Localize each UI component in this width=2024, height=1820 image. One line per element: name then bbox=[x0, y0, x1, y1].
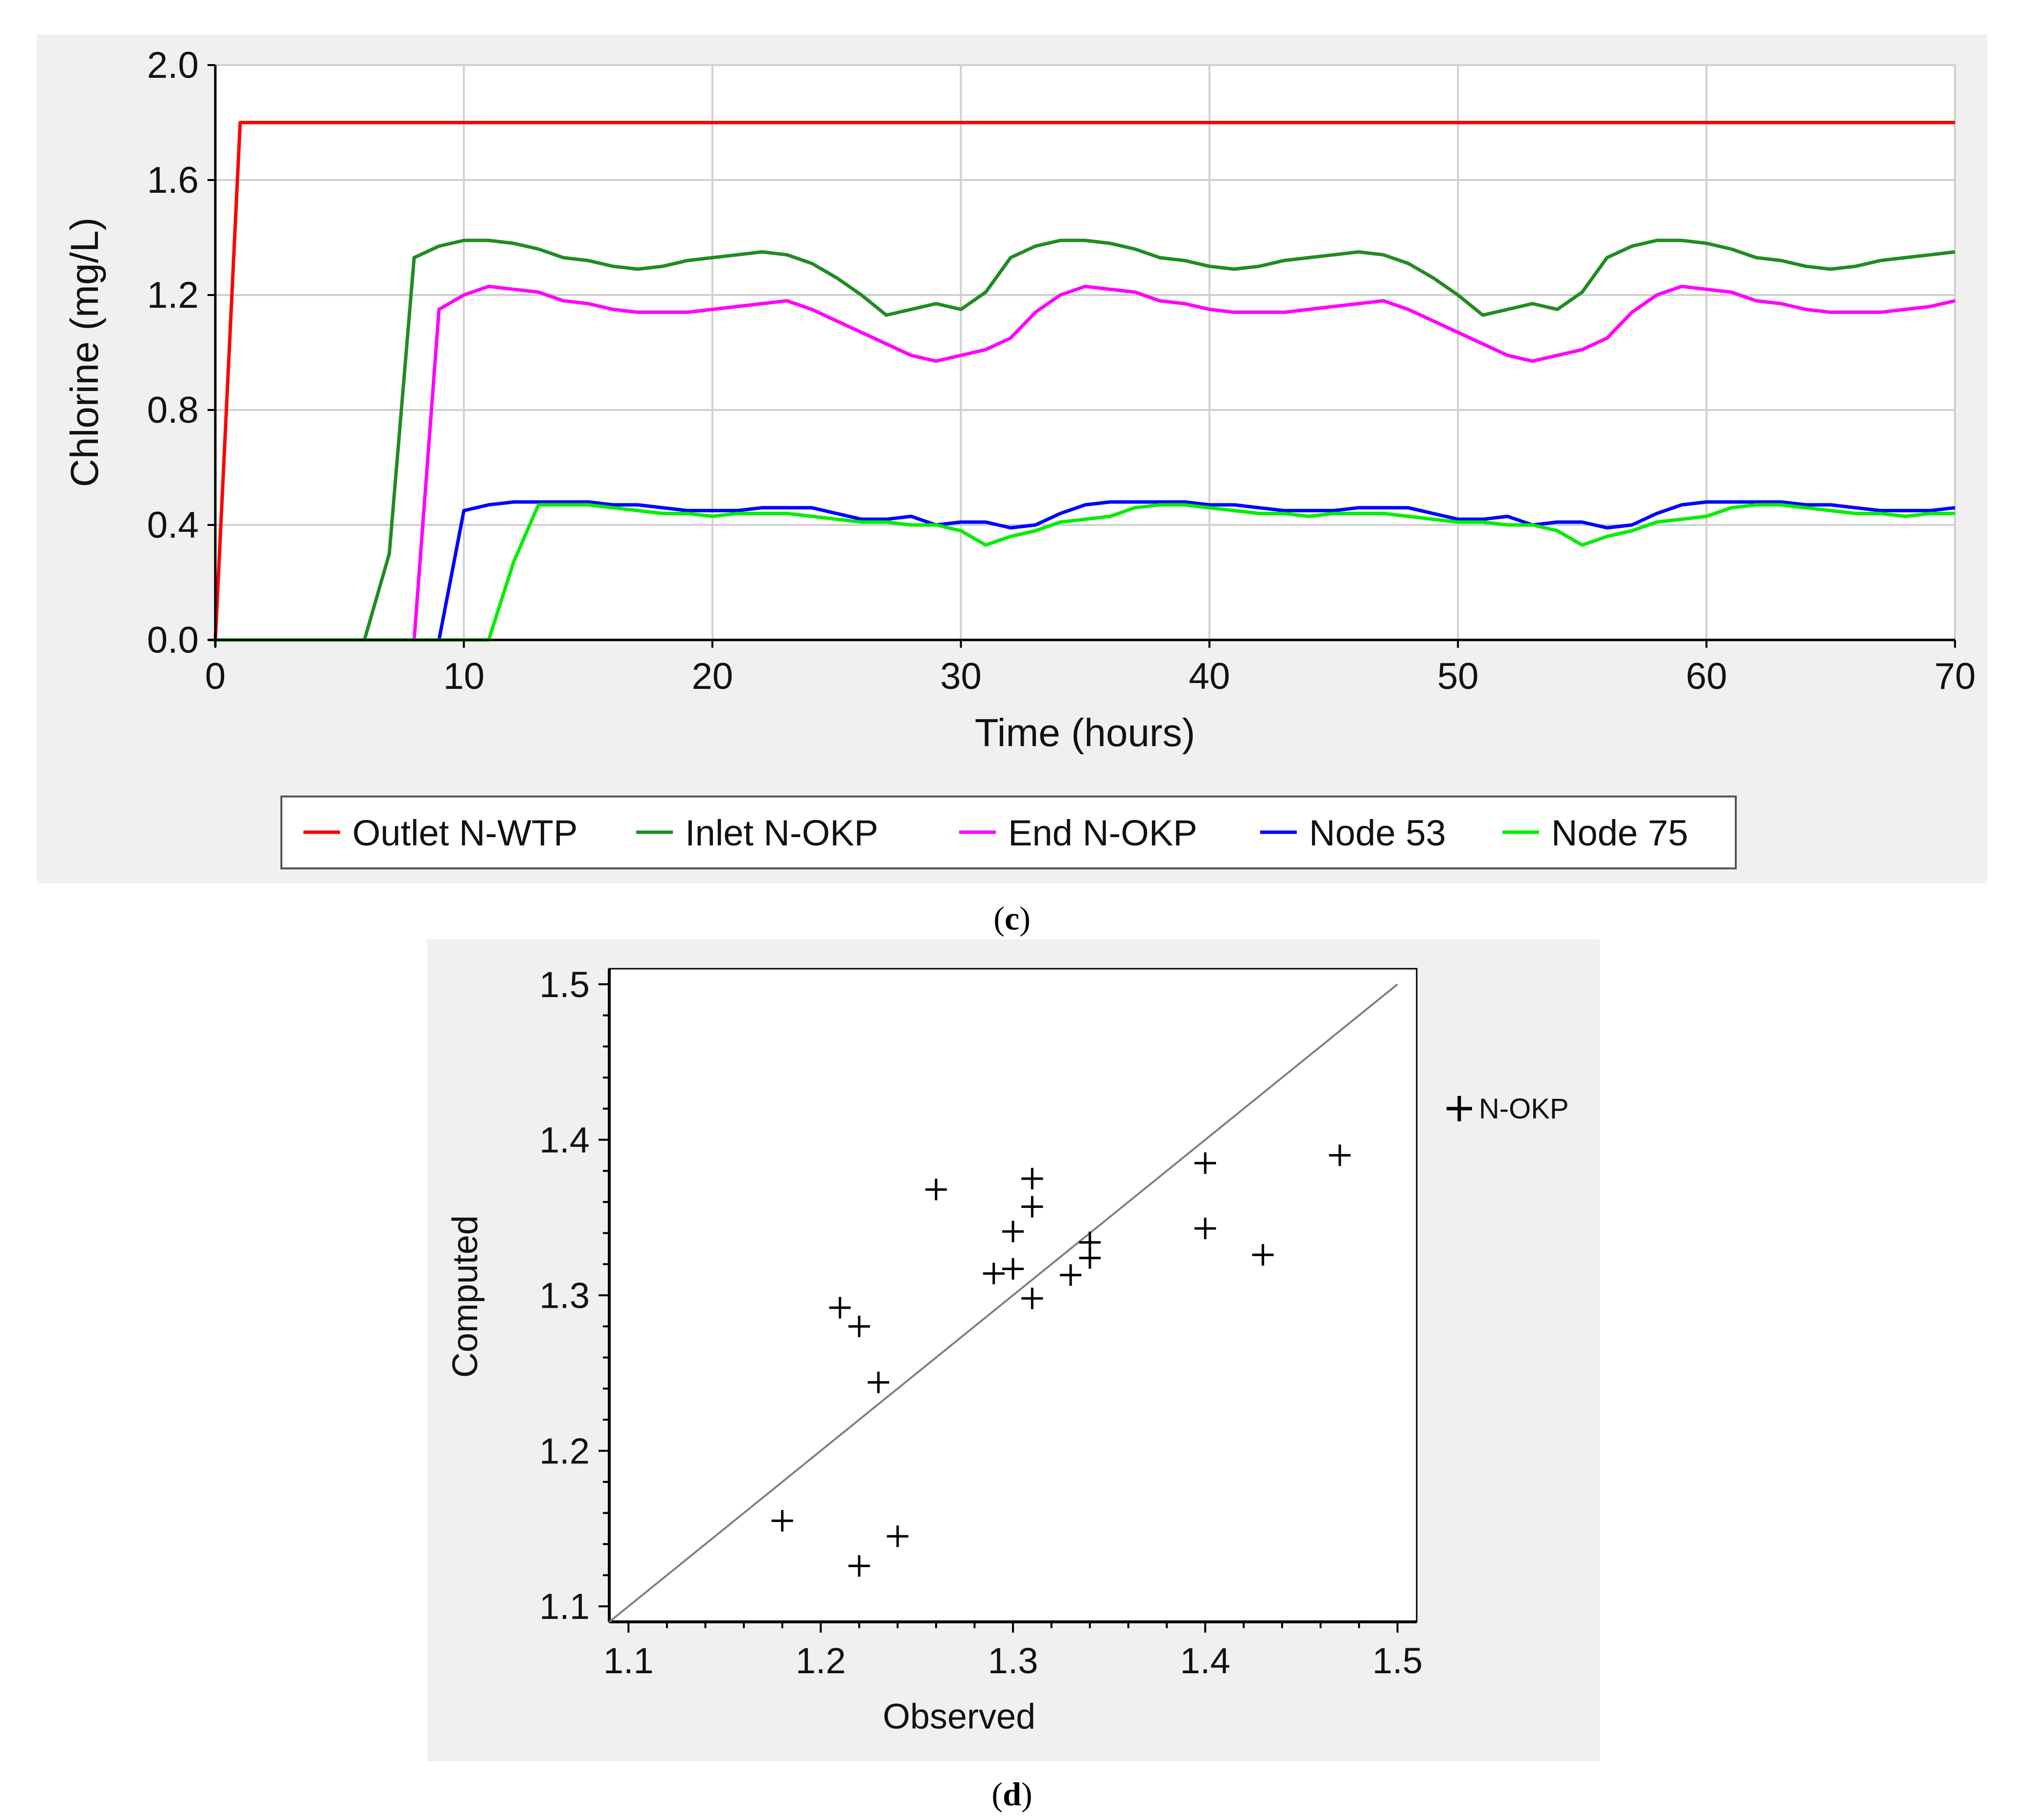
panel-d-scatter-point bbox=[1329, 1144, 1351, 1166]
panel-d-x-tick-label: 1.5 bbox=[1372, 1640, 1423, 1681]
panel-c-legend-box bbox=[280, 796, 1737, 869]
panel-d-x-tick-label: 1.4 bbox=[1180, 1640, 1230, 1681]
panel-c-axes bbox=[207, 64, 1956, 648]
panel-d-scatter-point bbox=[1252, 1244, 1274, 1266]
panel-c-x-tick-label: 60 bbox=[1686, 656, 1727, 697]
panel-c-legend-label: Inlet N-OKP bbox=[685, 813, 878, 853]
panel-d-scatter-point bbox=[848, 1555, 870, 1577]
panel-c-gridlines bbox=[215, 64, 1956, 640]
panel-d-y-tick-label: 1.2 bbox=[539, 1431, 590, 1471]
panel-c-legend-label: Node 53 bbox=[1309, 813, 1446, 853]
panel-d-scatter-point bbox=[1021, 1196, 1043, 1218]
panel-d-x-axis-label: Observed bbox=[883, 1697, 1035, 1736]
panel-d-y-tick-label: 1.1 bbox=[539, 1586, 590, 1627]
panel-d-legend-label: N-OKP bbox=[1479, 1093, 1569, 1125]
panel-c-y-tick-label: 0.0 bbox=[147, 619, 199, 661]
panel-d-scatter-point bbox=[1194, 1152, 1216, 1174]
panel-c-x-tick-label: 0 bbox=[205, 656, 226, 697]
panel-c-x-tick-label: 50 bbox=[1437, 656, 1479, 697]
panel-c-plot-area bbox=[215, 65, 1955, 640]
panel-c-series-lines bbox=[213, 121, 1955, 642]
panel-c-series-line-1 bbox=[215, 238, 1955, 642]
panel-d-scatter-point bbox=[983, 1263, 1005, 1284]
panel-c-y-tick-label: 1.2 bbox=[147, 274, 199, 316]
panel-d-scatter-point bbox=[771, 1510, 793, 1532]
panel-c-caption-letter: c bbox=[1005, 900, 1019, 937]
panel-c-legend: Outlet N-WTP Inlet N-OKP End N-OKP Node 53 N… bbox=[280, 796, 1737, 869]
panel-c-x-tick-label: 40 bbox=[1189, 656, 1230, 697]
panel-d-x-tick-label: 1.2 bbox=[796, 1640, 846, 1681]
panel-d-scatter-point bbox=[1002, 1221, 1024, 1243]
panel-d-scatter-points bbox=[771, 1144, 1351, 1577]
panel-c-x-axis-label: Time (hours) bbox=[975, 711, 1195, 754]
panel-c-tick-labels: 0 10 20 30 40 50 60 70 0.0 0.4 0.8 1.2 1.6 2.0 bbox=[147, 45, 1976, 697]
panel-d-caption-letter: d bbox=[1003, 1775, 1021, 1813]
panel-d-x-tick-label: 1.1 bbox=[603, 1640, 654, 1681]
panel-c-y-tick-label: 0.8 bbox=[147, 389, 199, 431]
panel-c-caption-close: ) bbox=[1019, 900, 1031, 937]
panel-d-scatter-point bbox=[1079, 1247, 1101, 1269]
panel-d-caption: (d) bbox=[991, 1775, 1032, 1813]
panel-d-scatter-point bbox=[887, 1525, 909, 1547]
panel-d-scatter-point bbox=[829, 1297, 851, 1319]
panel-c-y-axis-label: Chlorine (mg/L) bbox=[63, 217, 106, 487]
panel-c-legend-label: End N-OKP bbox=[1008, 813, 1197, 853]
panel-c-legend-label: Node 75 bbox=[1551, 813, 1688, 853]
panel-d-axes bbox=[598, 968, 1418, 1633]
panel-d-scatter-point bbox=[848, 1316, 870, 1338]
panel-c-y-tick-label: 2.0 bbox=[147, 45, 199, 86]
panel-d-observed-vs-computed: 1.1 1.2 1.3 1.4 1.51.11.21.31.41.5 Observed … bbox=[427, 939, 1600, 1761]
panel-c-series-line-4 bbox=[215, 503, 1955, 642]
panel-d-scatter-point bbox=[868, 1371, 889, 1393]
panel-d-y-tick-label: 1.5 bbox=[539, 964, 590, 1005]
panel-d-x-tick-label: 1.3 bbox=[988, 1640, 1038, 1681]
panel-d-diagonal-line bbox=[608, 983, 1398, 1623]
panel-d-scatter-point bbox=[1021, 1287, 1043, 1309]
panel-d-scatter-point bbox=[1021, 1168, 1043, 1190]
panel-c-chlorine-time-series: 0 10 20 30 40 50 60 70 0.0 0.4 0.8 1.2 1.6 2.0 Time (… bbox=[37, 34, 1987, 883]
panel-d-tick-labels: 1.1 1.2 1.3 1.4 1.5 1.1 1.2 1.3 1.4 1.5 bbox=[539, 964, 1423, 1681]
panel-d-scatter-point bbox=[925, 1179, 947, 1201]
panel-c-series-line-2 bbox=[215, 284, 1955, 642]
panel-d-scatter-point bbox=[1002, 1258, 1024, 1280]
panel-c-x-tick-label: 30 bbox=[940, 656, 982, 697]
panel-d-one-to-one-line bbox=[608, 983, 1398, 1623]
panel-c-x-tick-label: 20 bbox=[691, 656, 733, 697]
panel-c-series-line-3 bbox=[215, 500, 1955, 642]
panel-d-caption-open: ( bbox=[991, 1775, 1003, 1813]
panel-c-y-tick-label: 0.4 bbox=[147, 504, 199, 546]
panel-d-scatter-point bbox=[1194, 1217, 1216, 1239]
panel-c-caption: (c) bbox=[993, 900, 1031, 937]
panel-d-y-axis-label: Computed bbox=[446, 1215, 485, 1378]
panel-c-caption-open: ( bbox=[993, 900, 1005, 937]
panel-d-scatter-point bbox=[1059, 1264, 1081, 1286]
panel-d-y-tick-label: 1.3 bbox=[539, 1275, 590, 1316]
panel-d-caption-close: ) bbox=[1021, 1775, 1033, 1813]
panel-c-series-line-0 bbox=[213, 121, 1955, 640]
panel-d-legend: N-OKP bbox=[1447, 1093, 1569, 1125]
panel-c-y-tick-label: 1.6 bbox=[147, 159, 199, 201]
panel-c-x-tick-label: 70 bbox=[1934, 656, 1976, 697]
panel-d-y-tick-label: 1.4 bbox=[539, 1120, 590, 1160]
panel-c-x-tick-label: 10 bbox=[443, 656, 485, 697]
panel-c-legend-label: Outlet N-WTP bbox=[352, 813, 577, 853]
